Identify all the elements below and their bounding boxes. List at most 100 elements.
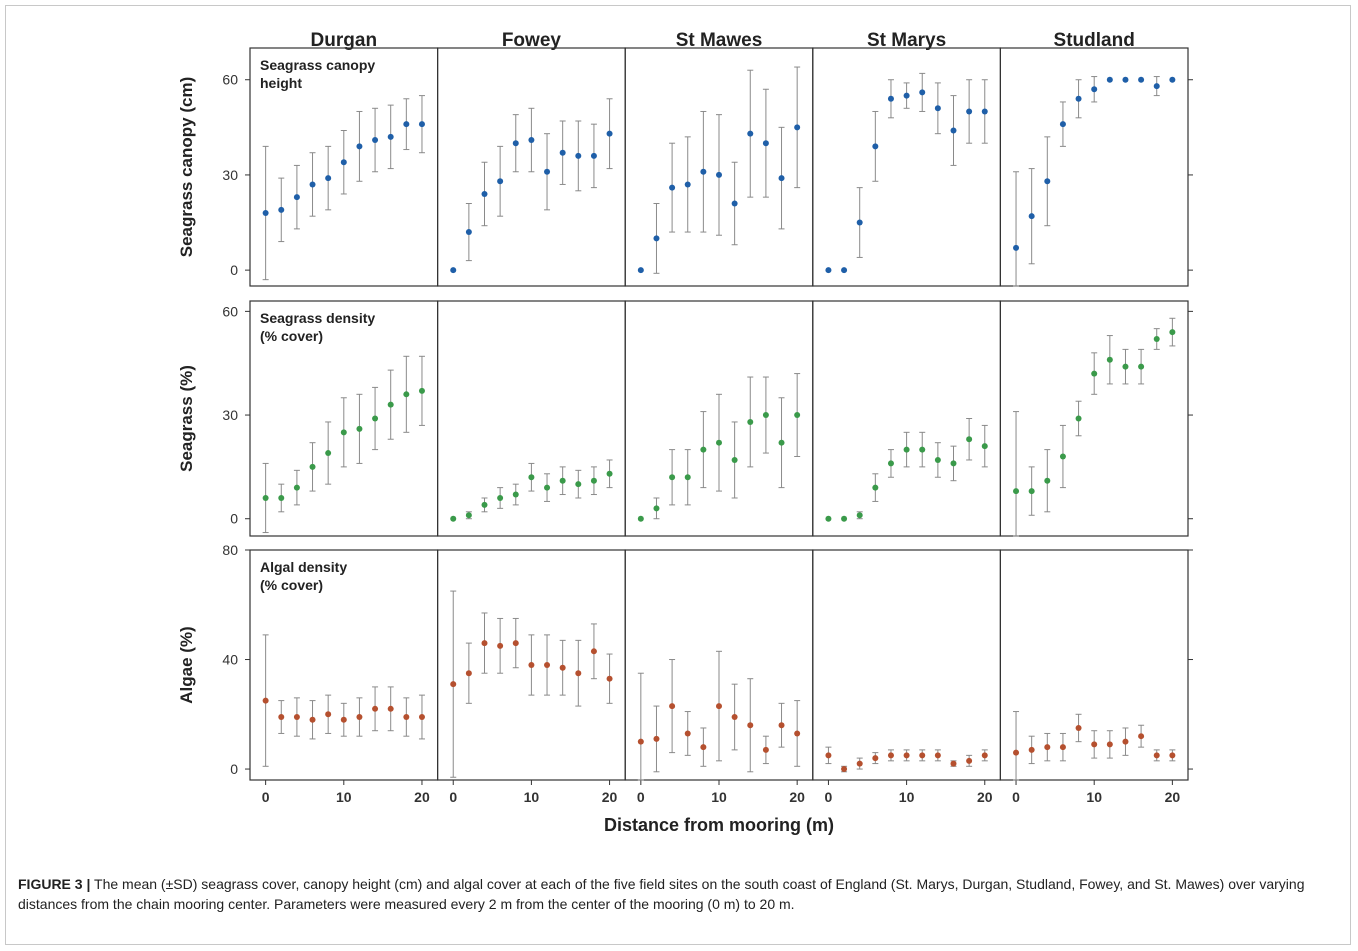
point-seagrass-st-mawes-14 <box>747 418 754 425</box>
point-canopy-fowey-18 <box>590 152 597 159</box>
point-seagrass-st-marys-18 <box>966 436 973 443</box>
point-algae-st-mawes-8 <box>700 744 707 751</box>
point-seagrass-studland-0 <box>1013 488 1020 495</box>
panel-seagrass-fowey <box>437 300 626 537</box>
point-canopy-studland-12 <box>1106 76 1113 83</box>
point-canopy-st-marys-4 <box>856 219 863 226</box>
point-seagrass-durgan-0 <box>262 494 269 501</box>
ylabel-algae: Algae (%) <box>177 626 196 703</box>
point-algae-durgan-16 <box>387 705 394 712</box>
point-seagrass-fowey-10 <box>528 474 535 481</box>
point-algae-fowey-18 <box>590 648 597 655</box>
point-algae-studland-10 <box>1091 741 1098 748</box>
point-seagrass-st-marys-14 <box>934 456 941 463</box>
xtick-label-durgan-0: 0 <box>262 789 270 805</box>
point-canopy-fowey-14 <box>559 149 566 156</box>
point-canopy-fowey-4 <box>481 190 488 197</box>
point-algae-st-marys-8 <box>887 752 894 759</box>
point-seagrass-durgan-8 <box>325 450 332 457</box>
point-seagrass-durgan-20 <box>418 387 425 394</box>
point-algae-durgan-18 <box>403 714 410 721</box>
point-algae-st-mawes-18 <box>778 722 785 729</box>
panel-seagrass-studland <box>999 300 1189 537</box>
point-algae-st-mawes-10 <box>716 703 722 710</box>
point-canopy-studland-8 <box>1075 95 1082 102</box>
ytick-label-seagrass-60: 60 <box>222 303 238 319</box>
point-canopy-st-mawes-0 <box>637 267 644 274</box>
point-algae-studland-2 <box>1028 746 1035 753</box>
point-canopy-st-marys-20 <box>981 108 988 115</box>
point-canopy-fowey-20 <box>606 130 613 137</box>
point-algae-st-mawes-12 <box>731 714 738 721</box>
point-canopy-fowey-6 <box>497 178 504 185</box>
point-algae-fowey-16 <box>575 670 582 677</box>
ylabel-seagrass: Seagrass (%) <box>177 365 196 472</box>
point-seagrass-st-mawes-12 <box>731 456 738 463</box>
ytick-label-canopy-30: 30 <box>222 167 238 183</box>
point-seagrass-studland-18 <box>1153 336 1160 343</box>
point-algae-studland-20 <box>1169 752 1176 759</box>
point-algae-studland-14 <box>1122 738 1129 745</box>
point-canopy-studland-6 <box>1059 121 1066 128</box>
point-canopy-st-marys-8 <box>887 95 894 102</box>
point-algae-st-marys-4 <box>856 760 863 767</box>
point-canopy-fowey-10 <box>528 137 535 144</box>
point-algae-studland-16 <box>1138 733 1145 740</box>
point-seagrass-fowey-8 <box>512 491 519 498</box>
point-seagrass-st-mawes-20 <box>794 412 801 419</box>
point-canopy-st-mawes-10 <box>716 171 722 178</box>
point-algae-studland-0 <box>1013 749 1020 756</box>
caption-label: FIGURE 3 | <box>18 876 91 892</box>
point-canopy-studland-2 <box>1028 213 1035 220</box>
point-canopy-st-mawes-14 <box>747 130 754 137</box>
point-algae-studland-18 <box>1153 752 1160 759</box>
point-algae-st-marys-2 <box>841 766 848 773</box>
point-algae-durgan-8 <box>325 711 332 718</box>
point-algae-st-mawes-6 <box>684 730 691 737</box>
point-canopy-studland-4 <box>1044 178 1051 185</box>
point-canopy-studland-14 <box>1122 76 1129 83</box>
figure-3-chart: Durgan Fowey St Mawes St Marys Studland Seagr… <box>177 30 1193 835</box>
point-canopy-st-marys-18 <box>966 108 973 115</box>
point-canopy-st-mawes-4 <box>669 184 676 191</box>
point-canopy-durgan-10 <box>340 159 347 166</box>
ytick-label-canopy-60: 60 <box>222 72 238 88</box>
point-seagrass-durgan-4 <box>293 484 300 491</box>
point-algae-fowey-12 <box>544 662 551 668</box>
panel-canopy-studland <box>999 47 1189 287</box>
point-algae-fowey-14 <box>559 664 566 671</box>
point-canopy-st-mawes-20 <box>794 124 801 131</box>
point-seagrass-st-mawes-2 <box>653 505 660 512</box>
point-canopy-st-marys-14 <box>934 105 941 112</box>
annotation-canopy-1: height <box>260 75 302 91</box>
figure-caption: FIGURE 3 | The mean (±SD) seagrass cover… <box>18 874 1338 914</box>
point-algae-durgan-6 <box>309 716 316 723</box>
xtick-label-st-marys-0: 0 <box>825 789 833 805</box>
point-canopy-studland-10 <box>1091 86 1098 93</box>
point-algae-st-marys-14 <box>934 752 941 759</box>
xtick-label-durgan-20: 20 <box>414 789 430 805</box>
site-header-st-mawes: St Mawes <box>676 30 763 51</box>
point-canopy-st-mawes-18 <box>778 175 785 182</box>
point-canopy-durgan-18 <box>403 121 410 128</box>
point-seagrass-st-marys-6 <box>872 484 879 491</box>
xtick-label-fowey-10: 10 <box>524 789 540 805</box>
ytick-label-algae-80: 80 <box>222 542 238 558</box>
point-seagrass-st-mawes-8 <box>700 446 707 453</box>
point-canopy-studland-20 <box>1169 76 1176 83</box>
site-header-st-marys: St Marys <box>867 30 946 51</box>
annotation-algae-0: Algal density <box>260 559 347 575</box>
point-seagrass-st-mawes-0 <box>637 515 644 522</box>
ylabel-canopy: Seagrass canopy (cm) <box>177 77 196 257</box>
point-algae-fowey-8 <box>512 640 519 647</box>
point-seagrass-studland-14 <box>1122 363 1129 370</box>
point-canopy-fowey-12 <box>544 168 551 175</box>
point-seagrass-st-mawes-4 <box>669 474 676 481</box>
point-seagrass-fowey-6 <box>497 494 504 501</box>
site-header-fowey: Fowey <box>502 30 562 51</box>
point-algae-durgan-14 <box>372 705 379 712</box>
point-seagrass-durgan-12 <box>356 425 363 432</box>
point-seagrass-st-mawes-10 <box>716 439 722 446</box>
xtick-label-durgan-10: 10 <box>336 789 352 805</box>
xtick-label-studland-10: 10 <box>1086 789 1102 805</box>
